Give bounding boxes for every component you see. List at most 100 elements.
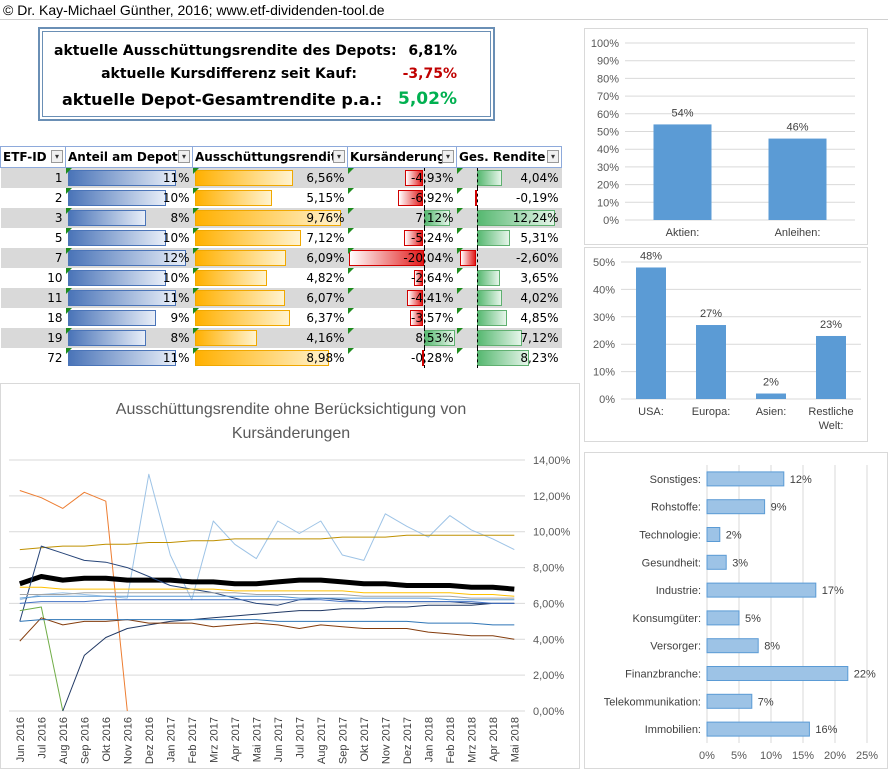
cell-ausschuettung[interactable]: 4,16% (192, 328, 348, 348)
cell-etf-id[interactable]: 5 (1, 228, 66, 248)
data-bar (476, 170, 503, 186)
cell-note-marker-icon (347, 308, 354, 314)
cell-anteil[interactable]: 9% (65, 308, 193, 328)
cell-kursaenderung[interactable]: -20,04% (347, 248, 457, 268)
zero-axis-line (476, 348, 478, 368)
cell-anteil[interactable]: 11% (65, 167, 193, 188)
header-anteil-label: Anteil am Depot (68, 150, 178, 164)
data-bar (476, 290, 503, 306)
data-bar (194, 270, 267, 286)
header-anteil[interactable]: Anteil am Depot ▾ (65, 146, 193, 168)
header-etf-id-label: ETF-ID (3, 150, 47, 164)
cell-note-marker-icon (192, 248, 199, 254)
cell-ausschuettung[interactable]: 6,56% (192, 167, 348, 188)
cell-etf-id[interactable]: 2 (1, 188, 66, 208)
filter-dropdown-icon[interactable]: ▾ (51, 150, 63, 163)
cell-value: 5,31% (520, 231, 559, 245)
zero-axis-line (423, 168, 425, 188)
cell-kursaenderung[interactable]: -2,64% (347, 268, 457, 288)
cell-note-marker-icon (65, 268, 72, 274)
cell-kursaenderung[interactable]: 7,12% (347, 208, 457, 228)
cell-kursaenderung[interactable]: -4,41% (347, 288, 457, 308)
cell-kursaenderung[interactable]: -4,93% (347, 167, 457, 188)
y-tick-label: 2,00% (533, 670, 564, 682)
cell-ausschuettung[interactable]: 8,98% (192, 348, 348, 368)
cell-note-marker-icon (192, 268, 199, 274)
cell-etf-id[interactable]: 10 (1, 268, 66, 288)
cell-kursaenderung[interactable]: 8,53% (347, 328, 457, 348)
dividend-yield-label: aktuelle Ausschüttungsrendite des Depots… (54, 43, 397, 59)
cell-ausschuettung[interactable]: 5,15% (192, 188, 348, 208)
cell-ges-rendite[interactable]: 7,12% (456, 328, 562, 348)
header-etf-id[interactable]: ETF-ID ▾ (0, 146, 66, 168)
cell-anteil[interactable]: 11% (65, 348, 193, 368)
x-tick-label: Aktien: (666, 227, 700, 239)
cell-value: 6,56% (306, 171, 345, 185)
cell-anteil[interactable]: 10% (65, 268, 193, 288)
header-kursaenderung[interactable]: Kursänderung ▾ (347, 146, 457, 168)
portfolio-summary-box: aktuelle Ausschüttungsrendite des Depots… (38, 27, 495, 121)
cell-kursaenderung[interactable]: -6,92% (347, 188, 457, 208)
cell-value: 5,15% (306, 191, 345, 205)
bar (706, 721, 810, 737)
cell-etf-id[interactable]: 19 (0, 328, 66, 348)
cell-ausschuettung[interactable]: 6,07% (192, 288, 348, 308)
cell-anteil[interactable]: 8% (65, 208, 193, 228)
data-bar (67, 310, 156, 326)
cell-value: 9% (170, 311, 190, 325)
cell-ges-rendite[interactable]: 5,31% (456, 228, 562, 248)
cell-etf-id[interactable]: 3 (0, 208, 66, 228)
filter-active-icon[interactable]: ▾ (178, 150, 190, 163)
x-tick-label: Asien: (756, 406, 787, 418)
cell-ges-rendite[interactable]: 12,24% (456, 208, 562, 228)
cell-etf-id[interactable]: 7 (0, 248, 66, 268)
cell-ausschuettung[interactable]: 9,76% (192, 208, 348, 228)
filter-dropdown-icon[interactable]: ▾ (333, 150, 345, 163)
x-tick-label: Feb 2018 (445, 717, 457, 763)
cell-ges-rendite[interactable]: -2,60% (456, 248, 562, 268)
cell-ges-rendite[interactable]: 4,85% (456, 308, 562, 328)
cell-ausschuettung[interactable]: 6,37% (192, 308, 348, 328)
y-tick-label: 20% (593, 339, 615, 351)
cell-etf-id[interactable]: 1 (0, 167, 66, 188)
x-tick-label: Jan 2017 (165, 717, 177, 762)
cell-note-marker-icon (456, 308, 463, 314)
filter-dropdown-icon[interactable]: ▾ (442, 150, 454, 163)
bar (706, 666, 849, 681)
cell-anteil[interactable]: 10% (65, 228, 193, 248)
total-return-label: aktuelle Depot-Gesamtrendite p.a.: (62, 90, 383, 109)
cell-anteil[interactable]: 10% (65, 188, 193, 208)
x-tick-label: Feb 2017 (187, 717, 199, 763)
cell-ges-rendite[interactable]: -0,19% (456, 188, 562, 208)
cell-kursaenderung[interactable]: -3,57% (347, 308, 457, 328)
cell-anteil[interactable]: 8% (65, 328, 193, 348)
filter-dropdown-icon[interactable]: ▾ (547, 150, 559, 163)
cell-ausschuettung[interactable]: 6,09% (192, 248, 348, 268)
cell-etf-id[interactable]: 11 (0, 288, 66, 308)
cell-kursaenderung[interactable]: -5,24% (347, 228, 457, 248)
data-bar (413, 270, 424, 286)
cell-ges-rendite[interactable]: 3,65% (456, 268, 562, 288)
cell-etf-id[interactable]: 72 (1, 348, 66, 368)
sector-chart-panel: 0% 5% 10% 15% 20% 25% 12% Sonstiges: 9% Rohstoffe… (584, 452, 888, 769)
header-ges-rendite[interactable]: Ges. Rendite ▾ (456, 146, 562, 168)
cell-anteil[interactable]: 12% (65, 248, 193, 268)
header-ausschuettung[interactable]: Ausschüttungsrendite ▾ (192, 146, 348, 168)
header-ges-rendite-label: Ges. Rendite (459, 150, 546, 164)
cell-ges-rendite[interactable]: 4,02% (456, 288, 562, 308)
cell-note-marker-icon (192, 228, 199, 234)
cell-anteil[interactable]: 11% (65, 288, 193, 308)
cell-ausschuettung[interactable]: 7,12% (192, 228, 348, 248)
cell-etf-id[interactable]: 18 (1, 308, 66, 328)
cell-ausschuettung[interactable]: 4,82% (192, 268, 348, 288)
zero-axis-line (423, 308, 425, 328)
table-row: 1 11% 6,56% -4,93% 4,04% (0, 167, 562, 188)
data-bar (67, 270, 166, 286)
y-tick-label: Sonstiges: (650, 474, 701, 486)
total-return-value: 5,02% (398, 89, 457, 109)
y-tick-label: 0% (599, 394, 615, 406)
cell-ges-rendite[interactable]: 4,04% (456, 167, 562, 188)
cell-kursaenderung[interactable]: -0,28% (347, 348, 457, 368)
cell-ges-rendite[interactable]: 8,23% (456, 348, 562, 368)
data-bar (397, 190, 424, 206)
